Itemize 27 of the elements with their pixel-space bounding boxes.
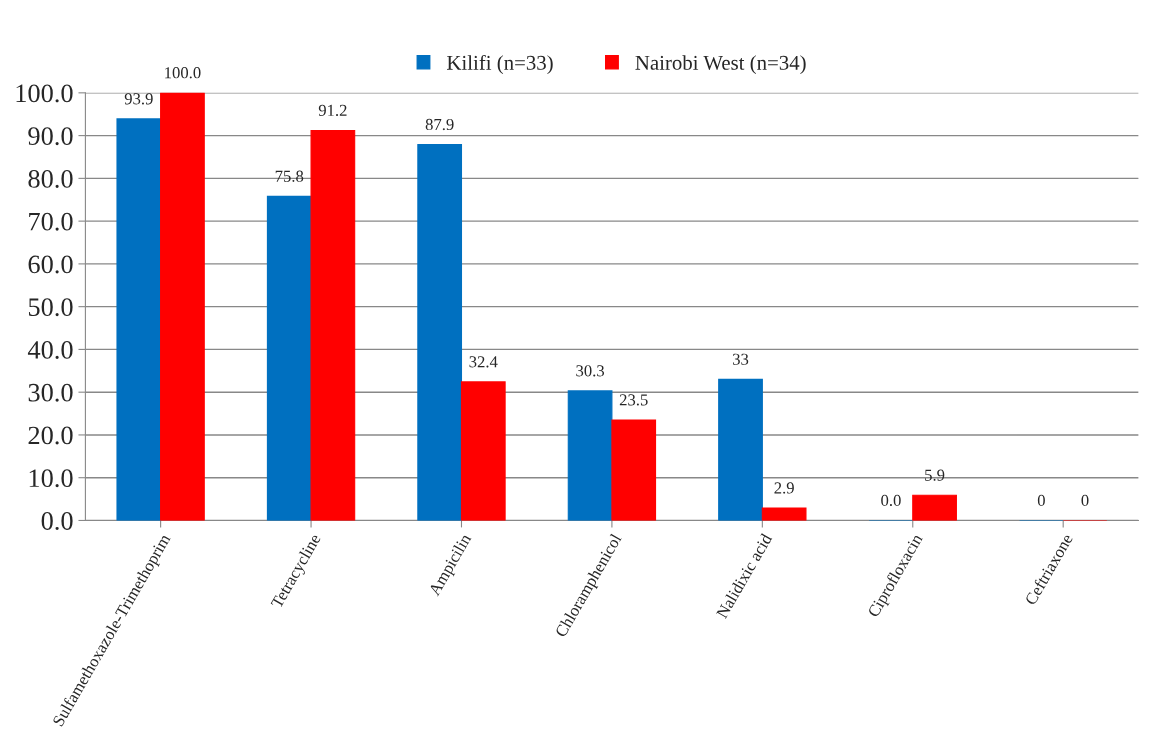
y-tick-label: 0.0 (41, 512, 73, 530)
data-label: 87.9 (425, 118, 454, 131)
data-label: 91.2 (318, 104, 347, 117)
y-tick-label: 80.0 (28, 169, 73, 188)
y-tick-label: 70.0 (29, 212, 73, 231)
y-tick-label: 60.0 (28, 255, 73, 274)
data-label: 32.4 (469, 356, 498, 368)
data-label: 0.0 (881, 494, 901, 507)
y-tick-label: 20.0 (28, 426, 73, 445)
data-label: 33 (732, 353, 749, 365)
y-tick-label: 10.0 (29, 469, 73, 488)
data-label: 0 (1081, 494, 1089, 506)
data-label: 93.9 (124, 93, 153, 105)
legend-label: Kilifi (n=33) (447, 54, 553, 75)
y-tick-label: 50.0 (28, 298, 73, 317)
y-tick-label: 100.0 (16, 84, 73, 103)
data-label: 23.5 (619, 394, 648, 406)
y-tick-label: 30.0 (28, 383, 73, 402)
data-label: 100.0 (165, 67, 201, 79)
data-label: 75.8 (275, 170, 304, 182)
data-label: 5.9 (925, 469, 945, 481)
data-label: 0 (1037, 494, 1045, 506)
y-tick-label: 40.0 (27, 341, 73, 359)
y-tick-label: 90.0 (28, 127, 73, 146)
data-label: 2.9 (774, 482, 794, 494)
legend-label: Nairobi West (n=34) (635, 55, 806, 75)
data-label: 30.3 (576, 365, 605, 377)
